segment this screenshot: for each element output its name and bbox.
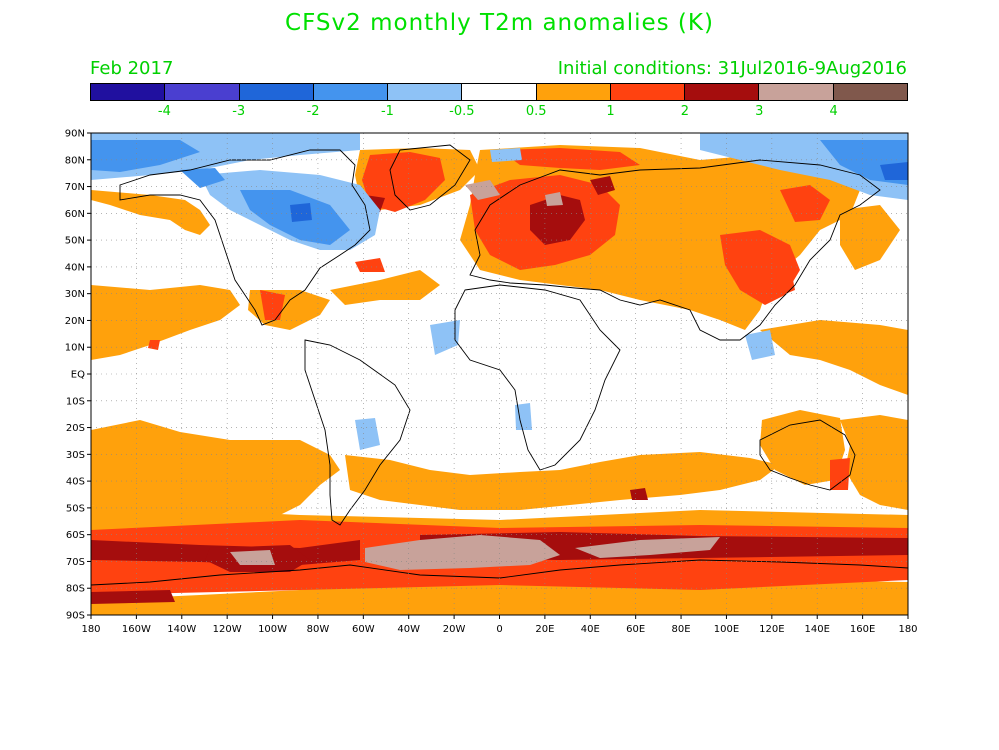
lon-tick-label: 20E (535, 624, 554, 635)
lon-tick-label: 60E (626, 624, 645, 635)
map-title: CFSv2 monthly T2m anomalies (K) (285, 10, 714, 36)
lat-tick-label: 40S (66, 477, 85, 488)
colorbar-labels: -4 -3 -2 -1 -0.5 0.5 1 2 3 4 (90, 104, 908, 120)
europe-asia-coast (469, 159, 881, 341)
lon-tick-label: 120W (213, 624, 242, 635)
colorbar-label: 0.5 (525, 104, 547, 119)
colorbar-box (165, 84, 240, 100)
lat-tick-label: 90N (65, 129, 85, 140)
colorbar-box (833, 84, 907, 100)
colorbar (90, 83, 908, 101)
lon-tick-label: 0 (496, 624, 502, 635)
colorbar-label: 2 (680, 104, 690, 119)
lon-tick-label: 20W (443, 624, 466, 635)
colorbar-label: -4 (157, 104, 171, 119)
lon-tick-label: 80W (307, 624, 330, 635)
antarctica-coast (91, 559, 908, 586)
lon-tick-label: 180 (898, 624, 917, 635)
colorbar-box (388, 84, 463, 100)
africa-coast (454, 284, 621, 471)
lat-tick-label: 20S (66, 423, 85, 434)
lon-tick-label: 40E (581, 624, 600, 635)
colorbar-box (239, 84, 314, 100)
coastlines (91, 144, 908, 586)
colorbar-box (462, 84, 537, 100)
colorbar-label: -1 (380, 104, 394, 119)
latitude-axis: 90N 80N 70N 60N 50N 40N 30N 20N 10N EQ 10S 20S 30S 40… (65, 129, 91, 622)
lat-tick-label: 50N (65, 236, 85, 247)
lon-tick-label: 40W (397, 624, 420, 635)
lat-tick-label: 30N (65, 289, 85, 300)
lat-tick-label: 50S (66, 503, 85, 514)
colorbar-box (759, 84, 834, 100)
gridlines (91, 133, 908, 615)
lat-tick-label: 20N (65, 316, 85, 327)
south-america-coast (304, 339, 411, 526)
initial-conditions-label: Initial conditions: 31Jul2016-9Aug2016 (557, 58, 907, 79)
colorbar-box (91, 84, 166, 100)
lon-tick-label: 140E (805, 624, 830, 635)
lat-tick-label: 60S (66, 530, 85, 541)
colorbar-label: 4 (829, 104, 838, 119)
anomaly-darkblue (290, 162, 908, 222)
colorbar-label: -2 (306, 104, 320, 119)
lon-tick-label: 80E (672, 624, 691, 635)
lat-tick-label: 60N (65, 209, 85, 220)
colorbar-box (536, 84, 611, 100)
lon-tick-label: 140W (167, 624, 196, 635)
lon-tick-label: 160E (850, 624, 875, 635)
anomaly-fields (91, 133, 908, 615)
lon-tick-label: 180 (81, 624, 100, 635)
greenland-coast (389, 144, 471, 211)
lat-tick-label: 30S (66, 450, 85, 461)
lat-tick-label: 70S (66, 557, 85, 568)
lat-tick-label: 80S (66, 584, 85, 595)
lat-tick-label: 90S (66, 611, 85, 622)
lat-tick-label: EQ (71, 370, 85, 381)
lon-tick-label: 100E (714, 624, 739, 635)
lon-tick-label: 120E (759, 624, 784, 635)
colorbar-label: -0.5 (449, 104, 475, 119)
lat-tick-label: 10S (66, 396, 85, 407)
lat-tick-label: 70N (65, 182, 85, 193)
colorbar-label: 3 (755, 104, 764, 119)
colorbar-label: -3 (232, 104, 246, 119)
colorbar-label: 1 (606, 104, 615, 119)
lon-tick-label: 100W (258, 624, 287, 635)
lat-tick-label: 80N (65, 155, 85, 166)
lon-tick-label: 60W (352, 624, 375, 635)
colorbar-box (685, 84, 760, 100)
colorbar-box (610, 84, 686, 100)
lat-tick-label: 40N (65, 262, 85, 273)
forecast-month-label: Feb 2017 (90, 58, 174, 79)
longitude-axis: 180 160W 140W 120W 100W 80W 60W 40W 20W 0 20E 40E 60… (81, 615, 918, 635)
colorbar-box (313, 84, 389, 100)
lon-tick-label: 160W (122, 624, 151, 635)
lat-tick-label: 10N (65, 343, 85, 354)
australia-coast (759, 419, 856, 491)
north-america-coast (119, 149, 371, 326)
